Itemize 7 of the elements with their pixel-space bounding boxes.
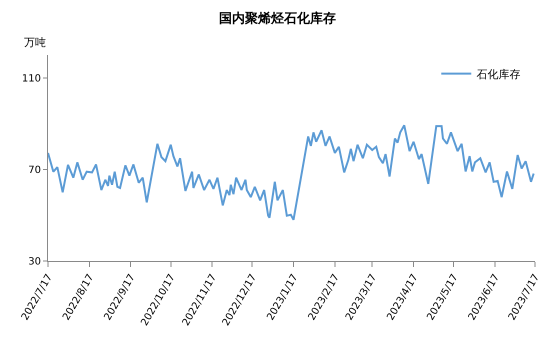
legend-label: 石化库存 [476,68,520,81]
line-series [48,124,535,221]
y-tick-label: 70 [28,164,41,176]
y-tick-label: 30 [28,256,41,268]
y-axis-title: 万吨 [24,36,46,49]
y-tick-label: 110 [22,73,41,84]
chart-title: 国内聚烯烃石化库存 [219,10,336,27]
